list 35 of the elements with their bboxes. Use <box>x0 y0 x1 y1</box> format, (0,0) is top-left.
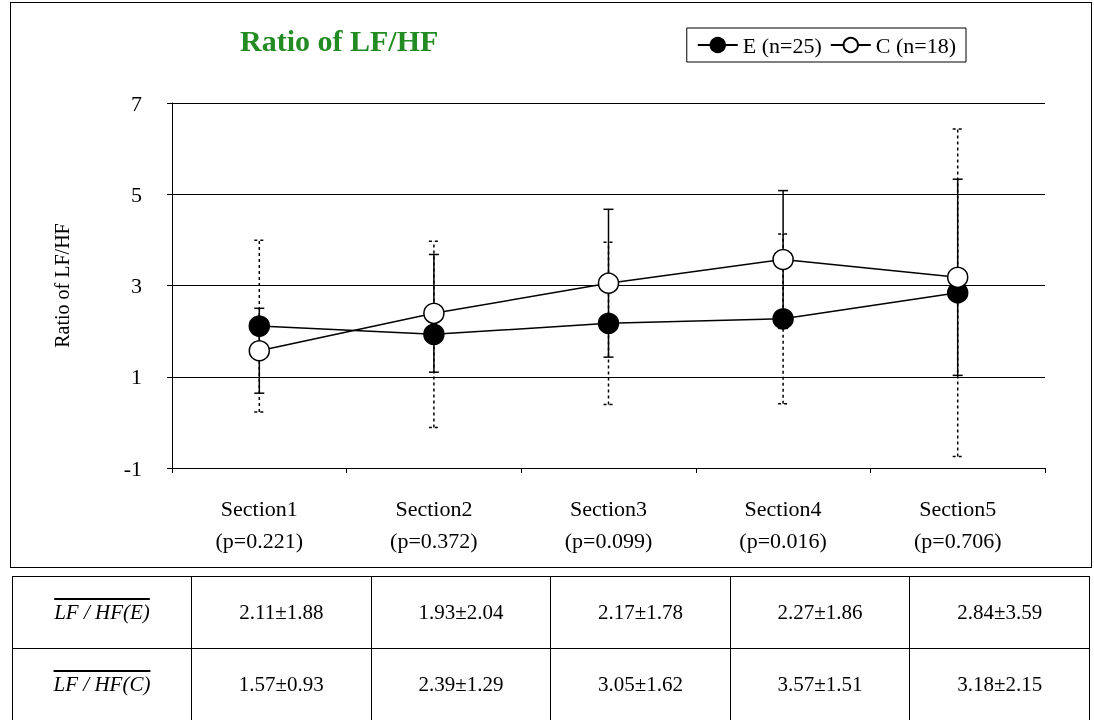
data-label: 2.39±1.29 <box>371 648 551 720</box>
point <box>423 323 445 346</box>
point <box>248 315 271 337</box>
text: LF / HF(C) <box>53 672 151 696</box>
data-label: 1.93±2.04 <box>371 576 551 649</box>
point <box>597 312 620 335</box>
x-tick-label: Section2 (p=0.372) <box>390 495 478 553</box>
y-tick-label: -1 <box>123 455 142 481</box>
point <box>772 308 794 330</box>
data-label: 2.17±1.78 <box>550 576 731 649</box>
x-tick-label: Section1 (p=0.221) <box>215 495 304 553</box>
point <box>946 266 969 289</box>
chart-title: Ratio of LF/HF <box>240 23 439 57</box>
x-tick-label: Section5 (p=0.706) <box>913 495 1002 553</box>
point <box>248 340 271 362</box>
data-label: 1.57±0.93 <box>191 648 372 720</box>
y-tick-label: 5 <box>131 181 142 207</box>
data-label: 3.05±1.62 <box>550 648 731 720</box>
text: LF / HF(E) <box>54 600 150 624</box>
y-axis-title: Ratio of LF/HF <box>51 223 73 348</box>
data-label: 3.18±2.15 <box>909 648 1090 720</box>
data-label: 2.11±1.88 <box>191 576 372 649</box>
point <box>597 272 620 294</box>
y-tick-label: 3 <box>131 273 142 298</box>
y-tick-label: 1 <box>131 364 142 390</box>
point <box>772 248 794 271</box>
data-label: 2.27±1.86 <box>730 576 910 649</box>
x-tick-label: Section3 (p=0.099) <box>564 495 653 553</box>
y-tick-label: 7 <box>131 90 142 116</box>
legend-label: E (n=25) <box>742 32 822 58</box>
point <box>423 302 445 325</box>
legend-label: C (n=18) <box>875 32 956 58</box>
data-label: 2.84±3.59 <box>909 576 1090 649</box>
x-tick-label: Section4 (p=0.016) <box>739 495 827 553</box>
data-label: 3.57±1.51 <box>730 648 910 720</box>
